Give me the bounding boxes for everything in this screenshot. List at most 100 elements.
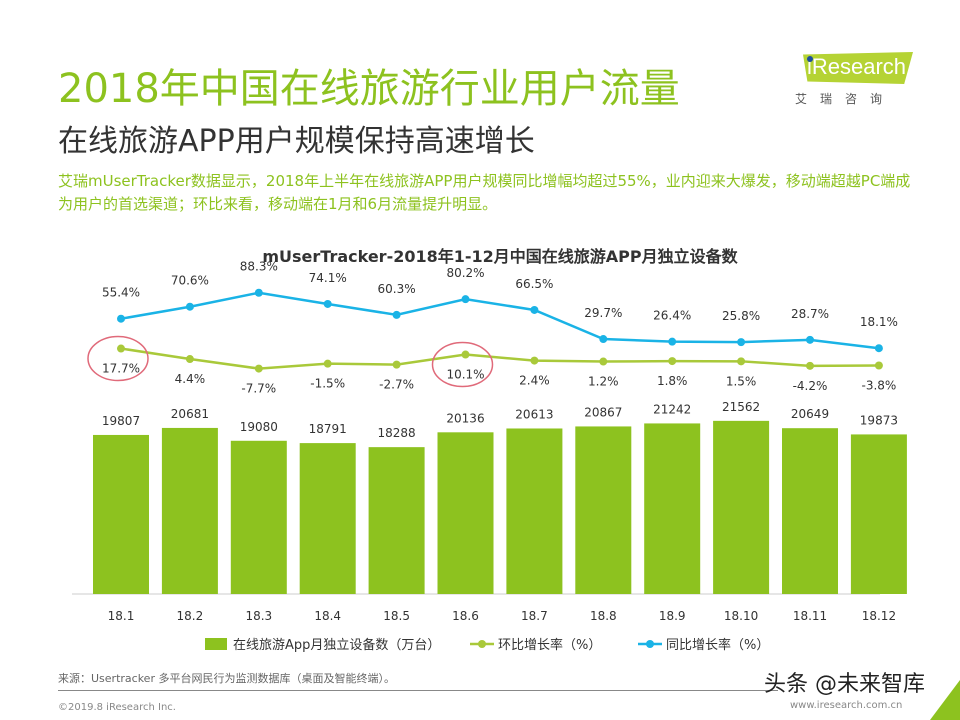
bar-label: 20649 [791, 407, 829, 421]
description: 艾瑞mUserTracker数据显示，2018年上半年在线旅游APP用户规模同比… [58, 172, 911, 213]
point-label: 1.2% [588, 375, 619, 389]
logo-cn: 艾瑞咨询 [795, 92, 896, 106]
bar-label: 20613 [515, 407, 553, 421]
bar [506, 428, 563, 594]
point [874, 344, 883, 353]
page-subtitle: 在线旅游APP用户规模保持高速增长 [58, 124, 535, 159]
point [392, 310, 401, 319]
point [323, 359, 332, 368]
point-label: 10.1% [446, 368, 484, 382]
point-label: 4.4% [175, 372, 206, 386]
point-label: 70.6% [171, 274, 209, 288]
x-tick-label: 18.1 [108, 609, 135, 623]
bar-label: 19873 [860, 413, 898, 427]
point [737, 338, 746, 347]
bar [437, 432, 494, 594]
point [117, 314, 125, 323]
point [392, 360, 401, 369]
bar-label: 19807 [102, 414, 140, 428]
point-label: 2.4% [519, 374, 550, 388]
divider [58, 690, 778, 691]
x-tick-label: 18.3 [245, 609, 272, 623]
bar-label: 21242 [653, 402, 691, 416]
bar-label: 21562 [722, 400, 760, 414]
bar [575, 426, 632, 594]
point-label: 1.8% [657, 374, 688, 388]
copyright: ©2019.8 iResearch Inc. [58, 702, 176, 713]
bar [713, 420, 770, 594]
point-label: 88.3% [240, 260, 278, 274]
x-tick-label: 18.11 [793, 609, 827, 623]
point [806, 335, 814, 344]
bar [299, 443, 356, 594]
chart: mUserTracker-2018年1-12月中国在线旅游APP月独立设备数 1… [72, 247, 907, 653]
point [117, 344, 125, 353]
point-label: 80.2% [446, 266, 484, 280]
x-tick-label: 18.6 [452, 609, 479, 623]
point-label: 25.8% [722, 309, 760, 323]
x-tick-label: 18.7 [521, 609, 548, 623]
legend-marker [478, 640, 486, 648]
point-label: 60.3% [378, 282, 416, 296]
point-label: 18.1% [860, 315, 898, 329]
point [254, 364, 263, 373]
point-label: 1.5% [726, 374, 757, 388]
point-label: -2.7% [379, 378, 414, 392]
bar [161, 427, 218, 594]
bar-label: 20136 [446, 411, 484, 425]
point [461, 295, 470, 304]
point-label: 26.4% [653, 309, 691, 323]
chart-title: mUserTracker-2018年1-12月中国在线旅游APP月独立设备数 [262, 247, 738, 266]
source-note: 来源：Usertracker 多平台网民行为监测数据库（桌面及智能终端）。 [58, 672, 395, 685]
page-number: 7 [935, 694, 944, 710]
website: www.iresearch.com.cn [790, 700, 903, 711]
legend-swatch [205, 638, 227, 650]
point [530, 305, 539, 314]
iresearch-logo: iResearch 艾瑞咨询 [795, 52, 913, 106]
page-title: 2018年中国在线旅游行业用户流量 [58, 66, 680, 112]
x-tick-label: 18.10 [724, 609, 758, 623]
point-label: 55.4% [102, 286, 140, 300]
point [530, 356, 539, 365]
point-label: -1.5% [310, 377, 345, 391]
bar [644, 423, 701, 594]
x-tick-label: 18.12 [862, 609, 896, 623]
x-tick-label: 18.4 [314, 609, 341, 623]
point [599, 335, 608, 344]
point [668, 357, 677, 366]
legend-label: 同比增长率（%） [666, 637, 769, 653]
bar [782, 428, 838, 594]
bar-label: 19080 [240, 420, 278, 434]
point [806, 361, 814, 370]
x-tick-label: 18.9 [659, 609, 686, 623]
logo-text: iResearch [807, 54, 907, 79]
point [185, 302, 194, 311]
legend-marker [646, 640, 654, 648]
point [668, 337, 677, 346]
point-label: 74.1% [309, 271, 347, 285]
point-label: -3.8% [861, 379, 896, 393]
point-label: -7.7% [241, 382, 276, 396]
bar [93, 434, 149, 594]
watermark: 头条 @未来智库 [764, 672, 925, 697]
bar [850, 434, 907, 594]
highlight-circle [431, 341, 494, 388]
point [185, 355, 194, 364]
bar [230, 440, 287, 594]
point-label: -4.2% [793, 379, 828, 393]
bar-label: 18288 [378, 426, 416, 440]
point [461, 350, 470, 359]
point [254, 288, 263, 297]
bar [368, 447, 425, 594]
x-tick-label: 18.8 [590, 609, 617, 623]
highlight-circle [87, 335, 149, 382]
point-label: 28.7% [791, 307, 829, 321]
x-tick-label: 18.5 [383, 609, 410, 623]
point-label: 29.7% [584, 306, 622, 320]
point [874, 361, 883, 370]
bar-label: 20867 [584, 405, 622, 419]
point [599, 357, 608, 366]
line-yoy [120, 291, 880, 350]
legend: 在线旅游App月独立设备数（万台） 环比增长率（%） 同比增长率（%） [205, 637, 769, 653]
